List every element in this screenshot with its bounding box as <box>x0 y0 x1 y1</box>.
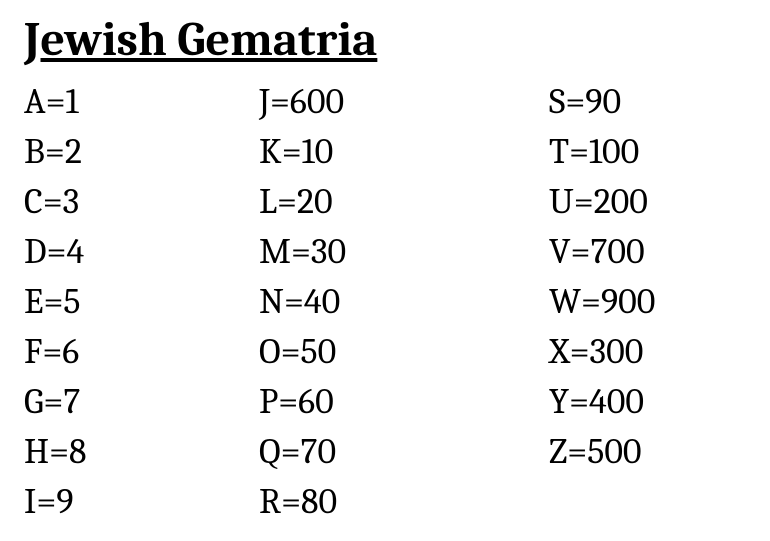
entry: C=3 <box>24 177 259 227</box>
entry: Q=70 <box>259 427 549 477</box>
entry: J=600 <box>259 77 549 127</box>
entry-value: 300 <box>590 331 644 372</box>
entry-letter: H <box>24 431 49 472</box>
entry: N=40 <box>259 277 549 327</box>
entry-letter: I <box>24 481 36 522</box>
entry-letter: X <box>549 331 570 372</box>
entry-letter: O <box>259 331 281 372</box>
column-2: J=600 K=10 L=20 M=30 N=40 O=50 P=60 Q=70… <box>259 77 549 527</box>
entry-letter: V <box>549 231 571 272</box>
entry-value: 1 <box>66 81 79 122</box>
entry: Z=500 <box>549 427 655 477</box>
entry-letter: U <box>549 181 574 222</box>
entry-value: 700 <box>590 231 644 272</box>
entry-value: 80 <box>301 481 337 522</box>
entry-value: 10 <box>302 131 334 172</box>
entry-letter: T <box>549 131 569 172</box>
entry: M=30 <box>259 227 549 277</box>
entry-letter: M <box>259 231 291 272</box>
entry: D=4 <box>24 227 259 277</box>
entry-value: 9 <box>56 481 73 522</box>
entry-letter: C <box>24 181 43 222</box>
column-3: S=90 T=100 U=200 V=700 W=900 X=300 Y=400… <box>549 77 655 527</box>
entry-letter: K <box>259 131 282 172</box>
entry-letter: R <box>259 481 281 522</box>
entry: L=20 <box>259 177 549 227</box>
page: Jewish Gematria A=1 B=2 C=3 D=4 E=5 F=6 … <box>0 0 770 541</box>
entry: T=100 <box>549 127 655 177</box>
entry-value: 8 <box>69 431 86 472</box>
entry-letter: G <box>24 381 43 422</box>
entry-value: 600 <box>290 81 344 122</box>
entry-letter: N <box>259 281 284 322</box>
entry-value: 900 <box>601 281 655 322</box>
entry-value: 60 <box>298 381 334 422</box>
entry-letter: F <box>24 331 42 372</box>
entry: R=80 <box>259 477 549 527</box>
entry-value: 2 <box>65 131 82 172</box>
entry: G=7 <box>24 377 259 427</box>
entry: E=5 <box>24 277 259 327</box>
entry-letter: E <box>24 281 43 322</box>
entry: A=1 <box>24 77 259 127</box>
entry: W=900 <box>549 277 655 327</box>
entry: F=6 <box>24 327 259 377</box>
entry-letter: Y <box>549 381 569 422</box>
entry-value: 7 <box>63 381 80 422</box>
entry-value: 30 <box>311 231 346 272</box>
entry-letter: W <box>549 281 581 322</box>
page-title: Jewish Gematria <box>24 14 746 67</box>
entry-value: 5 <box>63 281 80 322</box>
entry-value: 4 <box>66 231 84 272</box>
column-1: A=1 B=2 C=3 D=4 E=5 F=6 G=7 H=8 I=9 <box>24 77 259 527</box>
entry-letter: Z <box>549 431 567 472</box>
entry: V=700 <box>549 227 655 277</box>
entry-letter: L <box>259 181 277 222</box>
entry-value: 500 <box>587 431 641 472</box>
entry: O=50 <box>259 327 549 377</box>
entry: I=9 <box>24 477 259 527</box>
entry-value: 200 <box>594 181 648 222</box>
entry-letter: A <box>24 81 46 122</box>
entry: U=200 <box>549 177 655 227</box>
entry-letter: P <box>259 381 278 422</box>
entry-letter: J <box>259 81 270 122</box>
entry: Y=400 <box>549 377 655 427</box>
entry: B=2 <box>24 127 259 177</box>
entry-letter: S <box>549 81 565 122</box>
entry-letter: B <box>24 131 45 172</box>
entry-letter: Q <box>259 431 281 472</box>
entry-value: 90 <box>585 81 621 122</box>
entry: S=90 <box>549 77 655 127</box>
entry: X=300 <box>549 327 655 377</box>
entry-letter: D <box>24 231 47 272</box>
gematria-columns: A=1 B=2 C=3 D=4 E=5 F=6 G=7 H=8 I=9 J=60… <box>24 77 746 527</box>
entry-value: 70 <box>301 431 337 472</box>
entry-value: 40 <box>304 281 340 322</box>
entry-value: 20 <box>297 181 333 222</box>
entry-value: 100 <box>589 131 639 172</box>
entry-value: 400 <box>589 381 644 422</box>
entry: K=10 <box>259 127 549 177</box>
entry-value: 6 <box>62 331 79 372</box>
entry: H=8 <box>24 427 259 477</box>
entry-value: 50 <box>301 331 337 372</box>
entry-value: 3 <box>63 181 80 222</box>
entry: P=60 <box>259 377 549 427</box>
